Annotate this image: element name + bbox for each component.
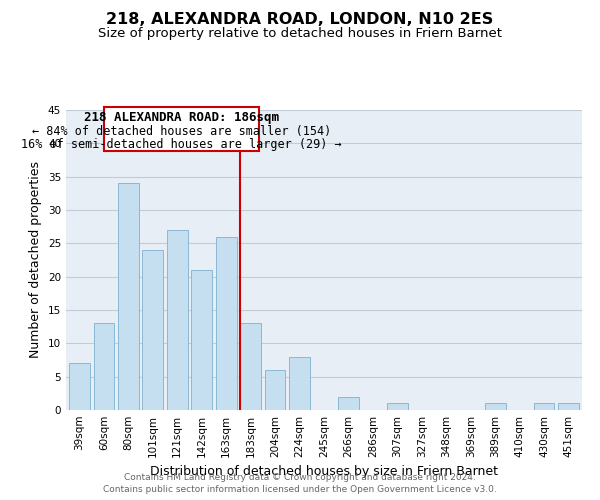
- Text: 218, ALEXANDRA ROAD, LONDON, N10 2ES: 218, ALEXANDRA ROAD, LONDON, N10 2ES: [106, 12, 494, 28]
- X-axis label: Distribution of detached houses by size in Friern Barnet: Distribution of detached houses by size …: [150, 466, 498, 478]
- Bar: [265, 370, 286, 410]
- Bar: [387, 404, 408, 410]
- Bar: [118, 184, 139, 410]
- Bar: [69, 364, 90, 410]
- Bar: [240, 324, 261, 410]
- Bar: [289, 356, 310, 410]
- Bar: [338, 396, 359, 410]
- Text: 218 ALEXANDRA ROAD: 186sqm: 218 ALEXANDRA ROAD: 186sqm: [84, 112, 279, 124]
- Text: ← 84% of detached houses are smaller (154): ← 84% of detached houses are smaller (15…: [32, 124, 331, 138]
- Bar: [191, 270, 212, 410]
- Bar: [216, 236, 236, 410]
- Y-axis label: Number of detached properties: Number of detached properties: [29, 162, 43, 358]
- Bar: [167, 230, 188, 410]
- Text: Size of property relative to detached houses in Friern Barnet: Size of property relative to detached ho…: [98, 28, 502, 40]
- Text: 16% of semi-detached houses are larger (29) →: 16% of semi-detached houses are larger (…: [21, 138, 342, 151]
- Bar: [534, 404, 554, 410]
- FancyBboxPatch shape: [104, 106, 259, 152]
- Bar: [142, 250, 163, 410]
- Bar: [485, 404, 506, 410]
- Bar: [558, 404, 579, 410]
- Text: Contains HM Land Registry data © Crown copyright and database right 2024.: Contains HM Land Registry data © Crown c…: [124, 472, 476, 482]
- Text: Contains public sector information licensed under the Open Government Licence v3: Contains public sector information licen…: [103, 485, 497, 494]
- Bar: [94, 324, 114, 410]
